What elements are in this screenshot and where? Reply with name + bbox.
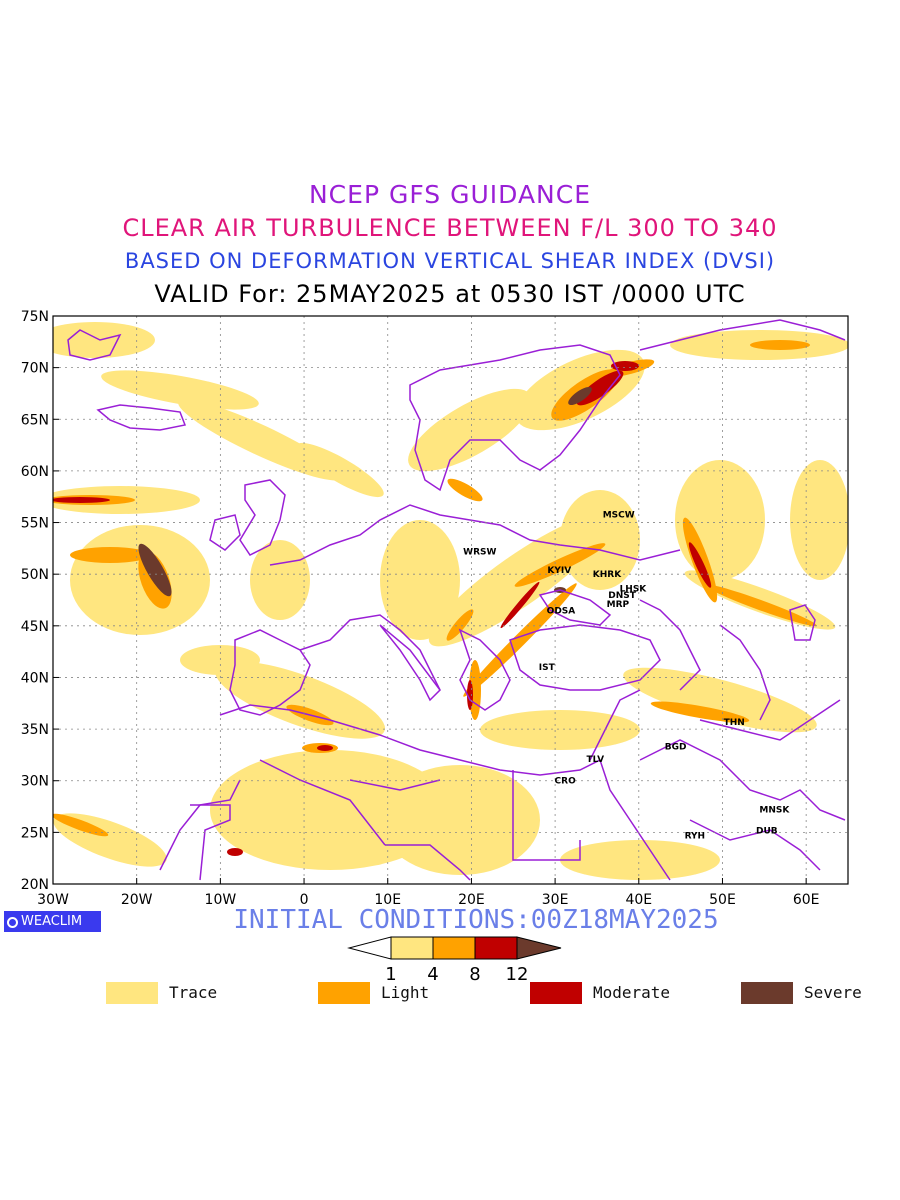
lon-tick-label: 30E [542, 892, 569, 908]
station-odsa: ODSA [547, 606, 576, 616]
lat-tick-label: 70N [21, 361, 49, 377]
colorbar-tick-label: 4 [427, 964, 438, 985]
colorbar-segment [432, 936, 476, 960]
station-bgd: BGD [665, 743, 687, 753]
lat-tick-label: 50N [21, 567, 49, 583]
station-cro: CRO [555, 777, 577, 787]
lon-tick-label: 60E [793, 892, 820, 908]
station-mscw: MSCW [603, 510, 635, 520]
legend-swatch-light [318, 982, 370, 1004]
colorbar-tick-label: 12 [506, 964, 529, 985]
lon-tick-label: 40E [625, 892, 652, 908]
graticule [52, 315, 848, 885]
lat-tick-label: 35N [21, 722, 49, 738]
title-valid-time: VALID For: 25MAY2025 at 0530 IST /0000 U… [154, 280, 746, 308]
latitude-labels: 75N 70N 65N 60N 55N 50N 45N 40N 35N 30N 25N 20N [21, 309, 49, 893]
brand-name: WEACLIM [21, 914, 83, 929]
legend-swatch-severe [741, 982, 793, 1004]
colorbar-segment [390, 936, 434, 960]
lat-tick-label: 75N [21, 309, 49, 325]
lat-tick-label: 55N [21, 516, 49, 532]
weaclim-logo: WEACLIM [4, 911, 101, 932]
station-dub: DUB [756, 826, 778, 836]
colorbar-low-arrow [347, 936, 392, 960]
lon-tick-label: 50E [709, 892, 736, 908]
title-method: BASED ON DEFORMATION VERTICAL SHEAR INDE… [124, 249, 776, 273]
weaclim-logo-icon [7, 917, 18, 928]
station-wrsw: WRSW [463, 547, 496, 557]
plot-frame [52, 315, 849, 885]
station-khrk: KHRK [593, 570, 622, 580]
lon-tick-label: 10E [374, 892, 401, 908]
title-product: CLEAR AIR TURBULENCE BETWEEN F/L 300 TO … [122, 214, 778, 242]
legend-swatch-trace [106, 982, 158, 1004]
legend-label-trace: Trace [169, 983, 218, 1002]
lat-tick-label: 60N [21, 464, 49, 480]
legend-swatch-moderate [530, 982, 582, 1004]
initial-conditions: INITIAL CONDITIONS:00Z18MAY2025 [233, 905, 719, 935]
coastlines-borders [67, 319, 846, 881]
lat-tick-label: 45N [21, 619, 49, 635]
lat-tick-label: 30N [21, 774, 49, 790]
station-kyiv: KYIV [547, 566, 571, 576]
colorbar-tick-label: 8 [469, 964, 480, 985]
legend-label-light: Light [381, 983, 430, 1002]
longitude-labels: 30W 20W 10W 0 10E 20E 30E 40E 50E 60E [37, 892, 819, 908]
title-model: NCEP GFS GUIDANCE [308, 180, 591, 209]
colorbar: 1 4 8 12 [347, 936, 562, 985]
colorbar-segment [474, 936, 518, 960]
station-mnsk: MNSK [759, 806, 790, 816]
station-tlv: TLV [586, 755, 604, 765]
lon-tick-label: 10W [205, 892, 237, 908]
lon-tick-label: 0 [300, 892, 309, 908]
lon-tick-label: 20W [121, 892, 153, 908]
lat-tick-label: 65N [21, 412, 49, 428]
legend-label-severe: Severe [804, 983, 862, 1002]
station-mrp: MRP [607, 600, 630, 610]
station-lhsk: LHSK [620, 585, 648, 595]
lat-tick-label: 25N [21, 825, 49, 841]
turbulence-field [53, 319, 848, 881]
colorbar-high-arrow [516, 936, 562, 960]
station-thn: THN [724, 718, 745, 728]
lon-tick-label: 20E [458, 892, 485, 908]
lat-tick-label: 40N [21, 670, 49, 686]
colorbar-tick-label: 1 [385, 964, 396, 985]
lon-tick-label: 30W [37, 892, 69, 908]
station-ist: IST [539, 663, 556, 673]
station-dnst: DNST [608, 591, 636, 601]
legend-label-moderate: Moderate [593, 983, 671, 1002]
lat-tick-label: 20N [21, 877, 49, 893]
station-ryh: RYH [685, 831, 706, 841]
